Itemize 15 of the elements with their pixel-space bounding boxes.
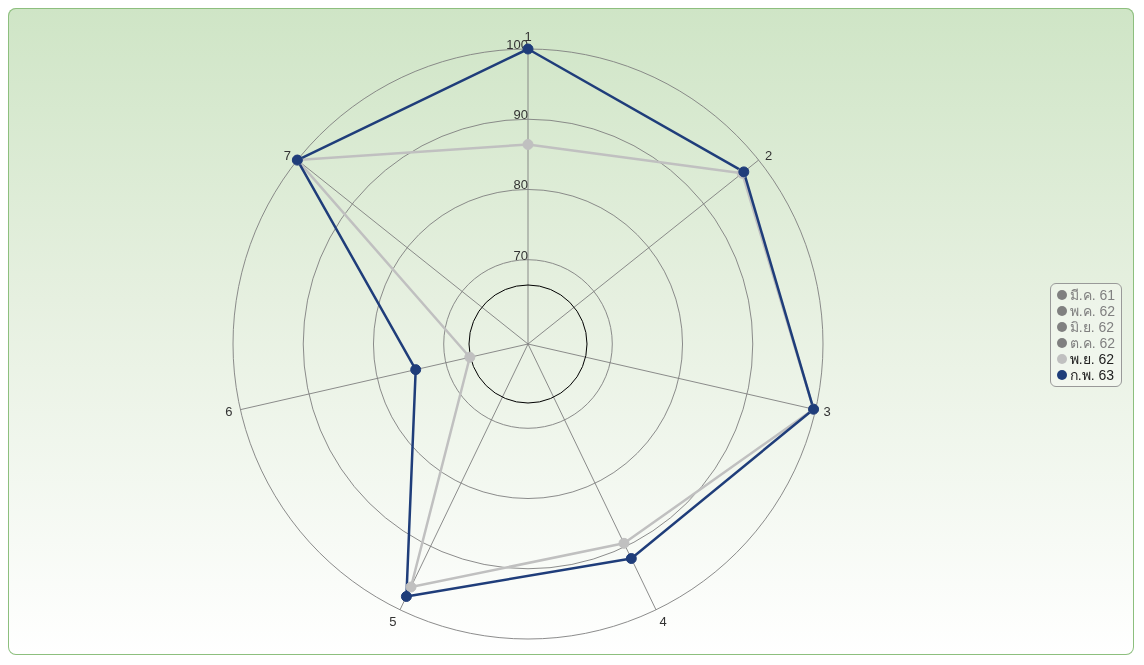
spoke-label: 7 [283,147,292,163]
legend-label: ก.พ. 63 [1069,367,1114,383]
spoke-label: 3 [823,404,831,420]
legend-label: พ.ค. 62 [1069,303,1115,319]
legend-label: ต.ค. 62 [1069,335,1115,351]
y-tick-label: 80 [513,177,528,193]
spoke-label: 4 [659,614,667,630]
legend-label: พ.ย. 62 [1069,351,1114,367]
spoke-label: 6 [225,404,233,420]
legend-label: มิ.ย. 62 [1069,319,1114,335]
spoke-label: 5 [389,614,397,630]
y-tick-label: 70 [513,247,528,263]
spoke-label: 2 [764,147,773,163]
legend-label: มี.ค. 61 [1069,287,1115,303]
y-tick-label: 90 [513,107,528,123]
